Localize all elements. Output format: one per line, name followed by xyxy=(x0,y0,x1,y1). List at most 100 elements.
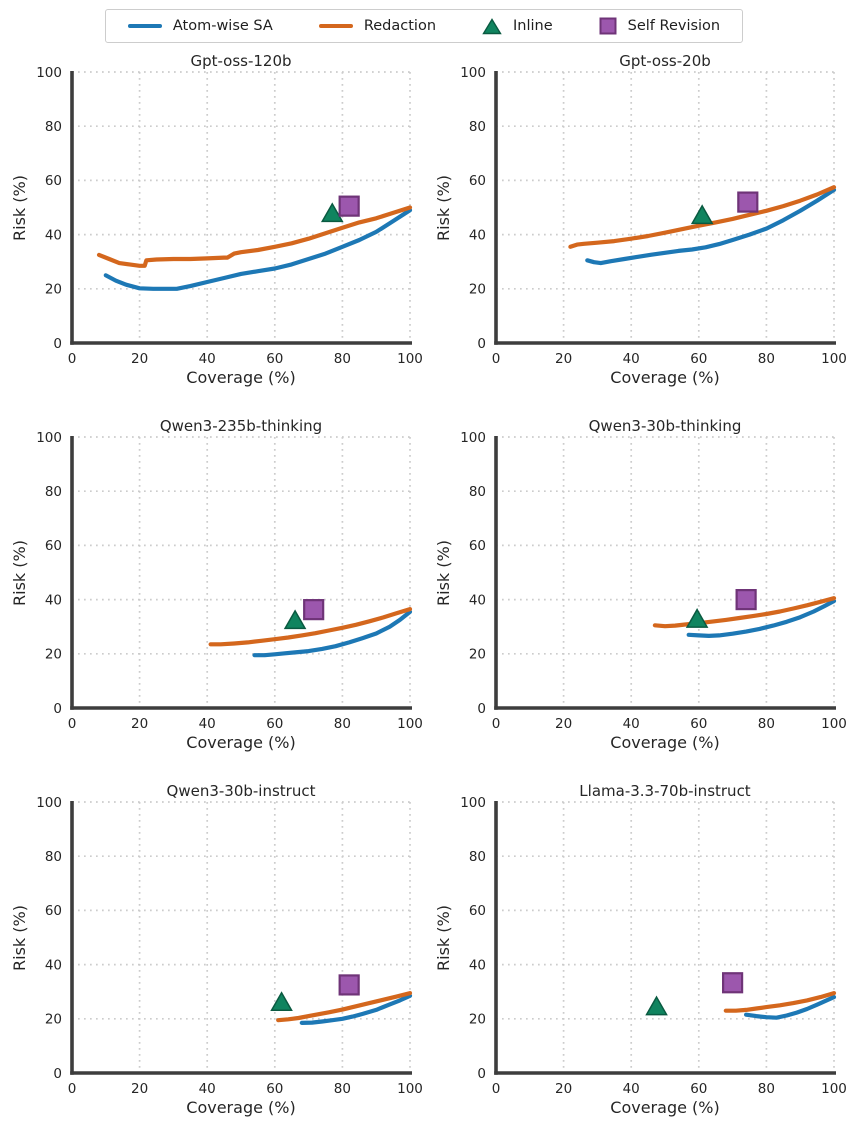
svg-text:20: 20 xyxy=(555,1081,572,1097)
svg-text:80: 80 xyxy=(758,351,775,367)
legend-label: Inline xyxy=(513,18,553,34)
legend-item-redaction: Redaction xyxy=(318,18,437,34)
svg-text:20: 20 xyxy=(555,716,572,732)
svg-text:60: 60 xyxy=(266,351,283,367)
legend-item-atom-wise-sa: Atom-wise SA xyxy=(127,18,273,34)
svg-text:80: 80 xyxy=(334,351,351,367)
svg-text:0: 0 xyxy=(68,1081,77,1097)
chart-canvas: 0 20 40 60 80 100 0 20 40 60 80 100 xyxy=(460,430,847,732)
line-swatch-icon xyxy=(127,23,162,29)
svg-text:0: 0 xyxy=(492,351,501,367)
svg-text:0: 0 xyxy=(477,1066,486,1082)
svg-text:0: 0 xyxy=(53,1066,62,1082)
svg-text:60: 60 xyxy=(690,716,707,732)
svg-text:40: 40 xyxy=(199,716,216,732)
svg-text:80: 80 xyxy=(45,119,62,135)
svg-text:60: 60 xyxy=(266,716,283,732)
svg-text:0: 0 xyxy=(477,336,486,352)
svg-text:20: 20 xyxy=(469,1012,486,1028)
x-axis-label: Coverage (%) xyxy=(186,733,296,752)
svg-text:20: 20 xyxy=(469,282,486,298)
svg-text:60: 60 xyxy=(690,351,707,367)
svg-text:20: 20 xyxy=(45,1012,62,1028)
svg-text:60: 60 xyxy=(469,173,486,189)
svg-text:20: 20 xyxy=(555,351,572,367)
chart-title: Gpt-oss-120b xyxy=(190,52,292,70)
svg-text:80: 80 xyxy=(758,716,775,732)
svg-text:40: 40 xyxy=(469,227,486,243)
chart-title: Llama-3.3-70b-instruct xyxy=(579,782,751,800)
svg-text:40: 40 xyxy=(469,592,486,608)
legend-label: Self Revision xyxy=(627,18,721,34)
chart-canvas: 0 20 40 60 80 100 0 20 40 60 80 100 xyxy=(460,65,847,367)
panel-llama-3-3-70b-instruct: Llama-3.3-70b-instruct Risk (%) 0 20 40 60 8… xyxy=(424,780,848,1145)
legend-item-self-revision: Self Revision xyxy=(599,17,720,35)
legend-box: Atom-wise SA Redaction Inline Self Revis… xyxy=(104,9,744,43)
svg-text:40: 40 xyxy=(623,716,640,732)
svg-text:40: 40 xyxy=(45,592,62,608)
panel-gpt-oss-20b: Gpt-oss-20b Risk (%) 0 20 40 60 80 100 0 20 40 60… xyxy=(424,50,848,415)
svg-text:40: 40 xyxy=(45,227,62,243)
svg-text:100: 100 xyxy=(36,430,62,446)
line-swatch-icon xyxy=(318,23,353,29)
svg-text:40: 40 xyxy=(199,351,216,367)
svg-text:60: 60 xyxy=(266,1081,283,1097)
svg-text:40: 40 xyxy=(623,351,640,367)
panel-qwen3-30b-thinking: Qwen3-30b-thinking Risk (%) 0 20 40 60 80 100… xyxy=(424,415,848,780)
svg-text:100: 100 xyxy=(821,716,847,732)
square-marker-icon xyxy=(599,17,617,35)
svg-text:60: 60 xyxy=(45,903,62,919)
svg-text:60: 60 xyxy=(45,173,62,189)
svg-text:80: 80 xyxy=(45,849,62,865)
svg-text:80: 80 xyxy=(469,484,486,500)
svg-text:20: 20 xyxy=(45,647,62,663)
figure-legend: Atom-wise SA Redaction Inline Self Revis… xyxy=(0,0,848,50)
svg-text:20: 20 xyxy=(131,351,148,367)
svg-text:20: 20 xyxy=(469,647,486,663)
legend-label: Redaction xyxy=(363,18,437,34)
panel-qwen3-235b-thinking: Qwen3-235b-thinking Risk (%) 0 20 40 60 80 10… xyxy=(0,415,424,780)
svg-text:0: 0 xyxy=(68,351,77,367)
svg-text:80: 80 xyxy=(469,849,486,865)
x-axis-label: Coverage (%) xyxy=(610,733,720,752)
svg-text:40: 40 xyxy=(45,957,62,973)
subplot-grid: Gpt-oss-120b Risk (%) 0 20 40 60 80 100 0 20 40 6… xyxy=(0,50,848,1145)
svg-text:20: 20 xyxy=(45,282,62,298)
svg-text:40: 40 xyxy=(199,1081,216,1097)
svg-text:100: 100 xyxy=(397,351,423,367)
chart-canvas: 0 20 40 60 80 100 0 20 40 60 80 100 xyxy=(36,795,423,1097)
svg-text:20: 20 xyxy=(131,716,148,732)
svg-text:100: 100 xyxy=(36,795,62,811)
panel-gpt-oss-120b: Gpt-oss-120b Risk (%) 0 20 40 60 80 100 0 20 40 6… xyxy=(0,50,424,415)
svg-text:80: 80 xyxy=(45,484,62,500)
svg-text:100: 100 xyxy=(821,1081,847,1097)
svg-text:100: 100 xyxy=(460,430,486,446)
chart-title: Gpt-oss-20b xyxy=(619,52,711,70)
svg-text:0: 0 xyxy=(53,701,62,717)
legend-item-inline: Inline xyxy=(482,17,553,35)
svg-text:100: 100 xyxy=(821,351,847,367)
svg-text:100: 100 xyxy=(460,795,486,811)
svg-text:40: 40 xyxy=(469,957,486,973)
svg-text:0: 0 xyxy=(53,336,62,352)
chart-canvas: 0 20 40 60 80 100 0 20 40 60 80 100 xyxy=(36,65,423,367)
svg-text:0: 0 xyxy=(492,1081,501,1097)
chart-title: Qwen3-30b-instruct xyxy=(166,782,316,800)
svg-text:0: 0 xyxy=(492,716,501,732)
svg-text:100: 100 xyxy=(397,716,423,732)
chart-canvas: 0 20 40 60 80 100 0 20 40 60 80 100 xyxy=(36,430,423,732)
svg-text:80: 80 xyxy=(469,119,486,135)
svg-text:60: 60 xyxy=(690,1081,707,1097)
svg-text:60: 60 xyxy=(45,538,62,554)
chart-title: Qwen3-235b-thinking xyxy=(159,417,323,435)
svg-text:80: 80 xyxy=(334,716,351,732)
legend-label: Atom-wise SA xyxy=(172,18,273,34)
chart-title: Qwen3-30b-thinking xyxy=(588,417,742,435)
svg-text:60: 60 xyxy=(469,903,486,919)
svg-text:80: 80 xyxy=(334,1081,351,1097)
svg-text:100: 100 xyxy=(460,65,486,81)
x-axis-label: Coverage (%) xyxy=(610,1098,720,1117)
svg-text:100: 100 xyxy=(397,1081,423,1097)
svg-text:100: 100 xyxy=(36,65,62,81)
x-axis-label: Coverage (%) xyxy=(610,368,720,387)
